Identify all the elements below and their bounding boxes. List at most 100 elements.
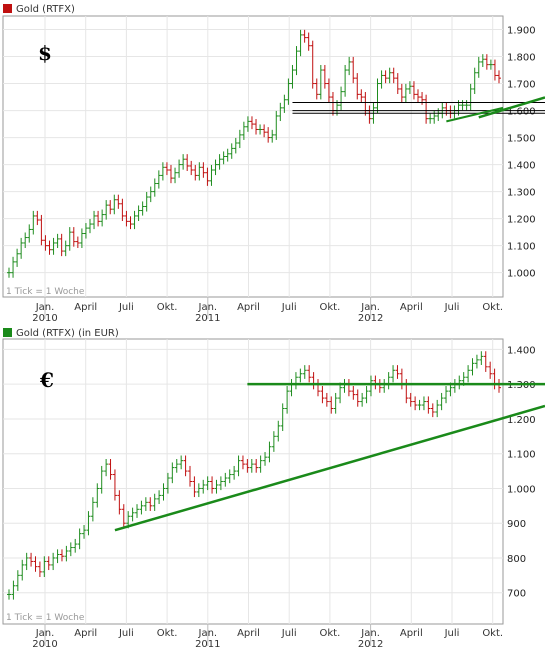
ohlc-bar [221, 151, 226, 165]
ohlc-bar [474, 354, 479, 369]
ohlc-bar [181, 154, 186, 170]
x-tick-label: Okt. [157, 302, 178, 313]
ohlc-bar [68, 542, 73, 557]
ohlc-bar [90, 497, 95, 522]
ohlc-bar [460, 100, 465, 111]
ohlc-bar [164, 162, 169, 176]
y-tick-label: 1.300 [507, 188, 536, 199]
ohlc-bar [73, 538, 78, 553]
ohlc-bar [51, 237, 56, 255]
ohlc-bar [428, 113, 433, 124]
x-tick-label: Juli [281, 302, 297, 313]
ohlc-bar [307, 365, 312, 383]
ohlc-bar [92, 210, 97, 230]
x-tick-label: April [237, 628, 260, 639]
currency-symbol-usd: $ [38, 41, 52, 65]
ohlc-bar [112, 194, 117, 215]
ohlc-bar [43, 235, 48, 251]
ohlc-bar [47, 240, 52, 255]
ohlc-bar [20, 559, 25, 581]
ohlc-bar [355, 389, 360, 407]
y-tick-label: 1.400 [507, 161, 536, 172]
x-tick-label: Juli [444, 628, 460, 639]
currency-symbol-eur: € [39, 368, 54, 392]
ohlc-bar [333, 392, 338, 414]
ohlc-bar [387, 67, 392, 84]
x-tick-label: Okt. [482, 628, 503, 639]
tick-note-eur: 1 Tick = 1 Woche [6, 613, 85, 623]
ohlc-bar [254, 458, 259, 473]
ohlc-bar [55, 233, 60, 249]
ohlc-bar [310, 40, 315, 89]
ohlc-bar [241, 121, 246, 140]
ohlc-bar [117, 490, 122, 515]
ohlc-bar [229, 143, 234, 159]
ohlc-bar [196, 483, 201, 498]
ohlc-bar [326, 78, 331, 103]
ohlc-bar [19, 237, 24, 259]
x-tick-label: April [237, 302, 260, 313]
ohlc-bar [95, 483, 100, 508]
ohlc-bar [290, 64, 295, 89]
x-year-label: 2010 [32, 313, 57, 324]
ohlc-bar [468, 83, 473, 111]
ohlc-bar [407, 81, 412, 95]
ohlc-bar [262, 124, 267, 138]
ohlc-bar [217, 154, 222, 170]
x-tick-label: Juli [118, 302, 134, 313]
ohlc-bar [128, 216, 133, 230]
ohlc-bar [266, 127, 271, 143]
ohlc-bar [7, 589, 11, 600]
ohlc-bar [421, 396, 426, 411]
x-year-label: 2011 [195, 639, 220, 650]
ohlc-bar [168, 164, 173, 184]
ohlc-bar [476, 56, 481, 78]
ohlc-bar [492, 59, 497, 81]
ohlc-bar [355, 73, 360, 100]
ohlc-bar [375, 78, 380, 113]
ohlc-bar [320, 386, 325, 404]
ohlc-bar [144, 191, 149, 212]
ohlc-bar [174, 458, 179, 473]
y-tick-label: 1.300 [507, 380, 536, 391]
ohlc-bar [302, 29, 307, 43]
ohlc-bar [339, 86, 344, 111]
ohlc-bar [379, 70, 384, 89]
ohlc-bar [161, 483, 166, 501]
ohlc-bar [472, 67, 477, 95]
ohlc-bar [411, 81, 416, 100]
ohlc-bar [116, 194, 121, 209]
ohlc-bar [408, 392, 413, 407]
ohlc-bar [254, 119, 259, 135]
ohlc-bar [71, 227, 76, 247]
ohlc-bar [223, 472, 228, 487]
ohlc-bar [282, 94, 287, 113]
ohlc-bar [83, 223, 88, 239]
ohlc-bar [201, 162, 206, 178]
x-year-label: 2010 [32, 639, 57, 650]
ohlc-bar [42, 556, 47, 577]
ohlc-bar [240, 455, 245, 470]
ohlc-bar [470, 358, 475, 376]
ohlc-bar [11, 580, 16, 600]
ohlc-bar [483, 351, 488, 372]
ohlc-bar [298, 368, 303, 383]
ohlc-bar [99, 465, 104, 494]
y-tick-label: 1.000 [507, 269, 536, 280]
ohlc-bar [263, 452, 268, 466]
ohlc-bar [484, 54, 489, 70]
ohlc-bar [67, 227, 72, 251]
ohlc-bar [249, 116, 254, 130]
ohlc-bar [210, 476, 215, 494]
ohlc-bar [280, 403, 285, 432]
ohlc-bar [23, 232, 28, 249]
ohlc-bar [245, 116, 250, 132]
ohlc-bar [278, 102, 283, 122]
ohlc-bar [237, 129, 242, 149]
ohlc-bar [306, 32, 311, 51]
ohlc-bar [480, 54, 485, 67]
ohlc-bar [314, 78, 319, 100]
ohlc-bar [258, 124, 263, 135]
ohlc-bar [37, 561, 42, 577]
